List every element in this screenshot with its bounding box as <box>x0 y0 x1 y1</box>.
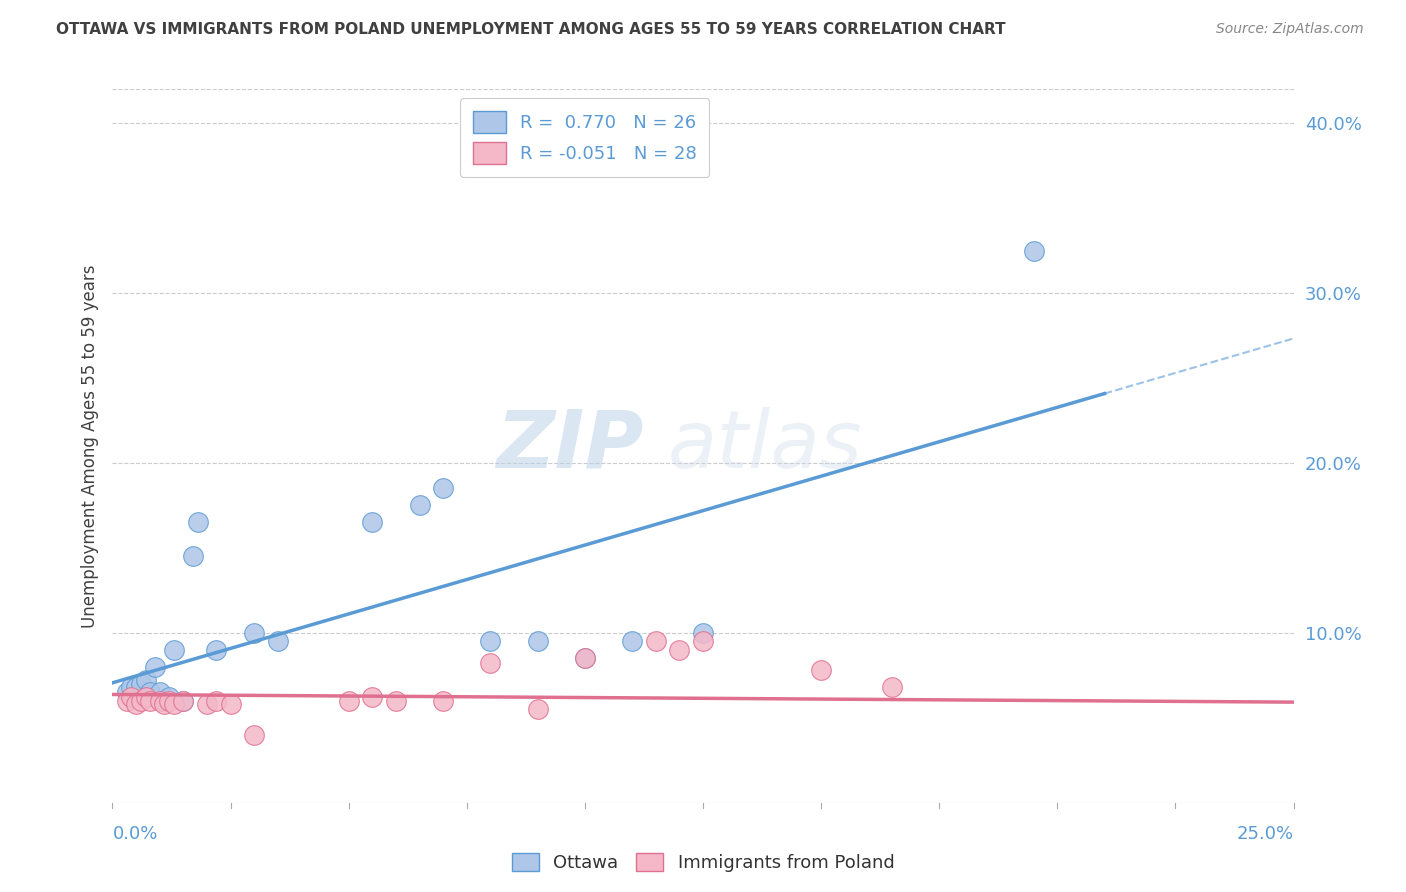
Point <box>692 634 714 648</box>
Text: ZIP: ZIP <box>496 407 644 485</box>
Point <box>157 690 180 705</box>
Point <box>115 685 138 699</box>
Point <box>432 694 454 708</box>
Point <box>574 651 596 665</box>
Text: OTTAWA VS IMMIGRANTS FROM POLAND UNEMPLOYMENT AMONG AGES 55 TO 59 YEARS CORRELAT: OTTAWA VS IMMIGRANTS FROM POLAND UNEMPLO… <box>56 22 1005 37</box>
Legend: Ottawa, Immigrants from Poland: Ottawa, Immigrants from Poland <box>505 846 901 880</box>
Point <box>479 634 502 648</box>
Point <box>243 626 266 640</box>
Y-axis label: Unemployment Among Ages 55 to 59 years: Unemployment Among Ages 55 to 59 years <box>80 264 98 628</box>
Point <box>432 482 454 496</box>
Point <box>129 677 152 691</box>
Point <box>125 698 148 712</box>
Point <box>139 694 162 708</box>
Point <box>157 694 180 708</box>
Text: atlas: atlas <box>668 407 862 485</box>
Point <box>129 694 152 708</box>
Point <box>692 626 714 640</box>
Point <box>143 660 166 674</box>
Text: 0.0%: 0.0% <box>112 825 157 843</box>
Point <box>153 694 176 708</box>
Point <box>408 499 430 513</box>
Point <box>526 634 548 648</box>
Point <box>337 694 360 708</box>
Point <box>385 694 408 708</box>
Point <box>153 698 176 712</box>
Point <box>574 651 596 665</box>
Point <box>810 663 832 677</box>
Point <box>172 694 194 708</box>
Point <box>1258 809 1281 823</box>
Point <box>120 680 142 694</box>
Point <box>163 643 186 657</box>
Point <box>243 728 266 742</box>
Text: 25.0%: 25.0% <box>1236 825 1294 843</box>
Point <box>219 698 242 712</box>
Point <box>139 685 162 699</box>
Point <box>361 516 384 530</box>
Point <box>115 694 138 708</box>
Point <box>125 680 148 694</box>
Point <box>181 549 204 564</box>
Point <box>172 694 194 708</box>
Point <box>479 657 502 671</box>
Point <box>205 694 228 708</box>
Point <box>621 634 644 648</box>
Point <box>186 516 208 530</box>
Point <box>205 643 228 657</box>
Point <box>1022 244 1045 258</box>
Point <box>668 643 690 657</box>
Point <box>644 634 666 648</box>
Point <box>135 673 157 688</box>
Point <box>135 690 157 705</box>
Point <box>195 698 218 712</box>
Point <box>149 685 172 699</box>
Point <box>267 634 290 648</box>
Point <box>526 702 548 716</box>
Point <box>149 694 172 708</box>
Point <box>880 680 903 694</box>
Point <box>120 690 142 705</box>
Point <box>163 698 186 712</box>
Text: Source: ZipAtlas.com: Source: ZipAtlas.com <box>1216 22 1364 37</box>
Point <box>361 690 384 705</box>
